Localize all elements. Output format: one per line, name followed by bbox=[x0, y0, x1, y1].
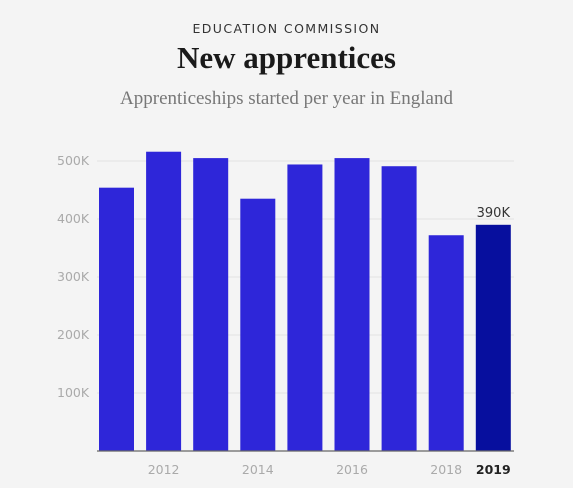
x-tick-label: 2012 bbox=[148, 462, 180, 477]
chart-title: New apprentices bbox=[177, 40, 396, 75]
y-tick-label: 400K bbox=[57, 211, 90, 226]
y-tick-label: 500K bbox=[57, 153, 90, 168]
chart-kicker: EDUCATION COMMISSION bbox=[192, 21, 381, 36]
x-tick-label: 2018 bbox=[430, 462, 462, 477]
bar bbox=[334, 158, 370, 451]
x-tick-label: 2014 bbox=[242, 462, 274, 477]
data-label: 390K bbox=[477, 206, 511, 221]
bar bbox=[475, 224, 511, 451]
x-tick-label: 2016 bbox=[336, 462, 368, 477]
bar bbox=[146, 151, 182, 451]
bar bbox=[428, 235, 464, 451]
bar bbox=[381, 166, 417, 451]
bar bbox=[287, 164, 323, 452]
bar bbox=[193, 158, 229, 451]
chart-subtitle: Apprenticeships started per year in Engl… bbox=[120, 88, 453, 109]
y-tick-label: 200K bbox=[57, 327, 90, 342]
x-tick-label: 2019 bbox=[476, 462, 511, 477]
bar bbox=[99, 187, 134, 451]
y-tick-label: 100K bbox=[57, 385, 90, 400]
bar bbox=[240, 198, 276, 451]
y-tick-label: 300K bbox=[57, 269, 90, 284]
